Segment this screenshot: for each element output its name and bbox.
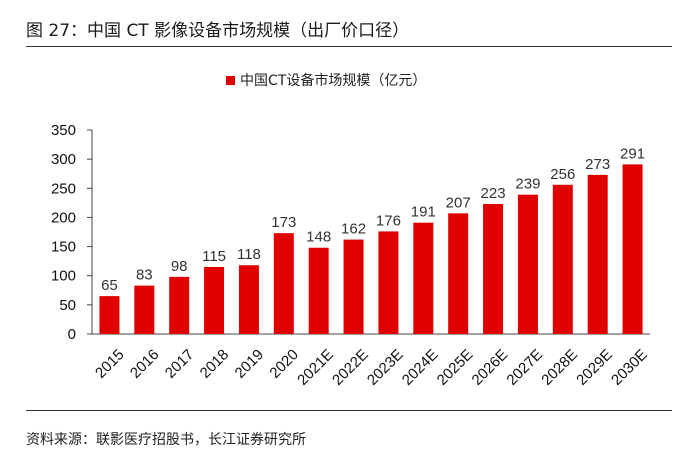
- source-note: 资料来源：联影医疗招股书，长江证券研究所: [26, 432, 306, 448]
- bar: [308, 247, 329, 334]
- figure-title: 图 27：中国 CT 影像设备市场规模（出厂价口径）: [26, 21, 410, 41]
- data-label: 273: [585, 156, 610, 173]
- x-tick-label: 2030E: [608, 346, 651, 389]
- bar: [622, 164, 643, 334]
- y-tick-label: 0: [68, 326, 76, 343]
- bar: [552, 184, 573, 334]
- data-label: 148: [306, 229, 331, 246]
- y-tick-label: 150: [51, 239, 76, 256]
- bar: [238, 265, 259, 334]
- data-label: 162: [341, 221, 366, 238]
- data-label: 223: [481, 185, 506, 202]
- y-tick-label: 350: [51, 122, 76, 139]
- chart-legend: 中国CT设备市场规模（亿元）: [226, 70, 426, 90]
- x-tick-label: 2022E: [329, 346, 372, 389]
- data-label: 115: [202, 248, 226, 265]
- x-tick-label: 2024E: [399, 346, 442, 389]
- x-tick-label: 2026E: [469, 346, 512, 389]
- data-label: 291: [620, 145, 645, 162]
- bar: [378, 231, 399, 334]
- data-label: 65: [101, 277, 118, 294]
- bar: [483, 204, 504, 334]
- x-tick-label: 2027E: [503, 346, 546, 389]
- x-tick-label: 2023E: [364, 346, 407, 389]
- data-label: 191: [411, 204, 436, 221]
- legend-label: 中国CT设备市场规模（亿元）: [240, 73, 427, 89]
- x-tick-label: 2017: [162, 346, 198, 382]
- x-tick-label: 2028E: [538, 346, 581, 389]
- y-tick-label: 250: [51, 180, 76, 197]
- x-tick-label: 2021E: [294, 346, 337, 389]
- data-label: 239: [515, 176, 540, 193]
- data-label: 173: [271, 214, 296, 231]
- data-label: 207: [446, 194, 471, 211]
- bar-chart: 0 50 100 150 200 250 300 350 65 2015 83 2016 98 2017 1…: [51, 122, 651, 389]
- bar: [587, 174, 608, 334]
- data-label: 118: [237, 246, 261, 263]
- x-tick-label: 2018: [197, 346, 233, 382]
- x-tick-label: 2016: [127, 346, 163, 382]
- bar: [134, 285, 155, 334]
- bar: [517, 194, 538, 334]
- y-tick-label: 200: [51, 209, 76, 226]
- y-tick-label: 50: [59, 297, 76, 314]
- bar: [204, 266, 225, 334]
- bar: [169, 276, 190, 334]
- legend-swatch: [226, 75, 235, 85]
- x-tick-label: 2019: [232, 346, 268, 382]
- data-label: 83: [136, 267, 153, 284]
- bar: [99, 296, 120, 334]
- x-tick-label: 2029E: [573, 346, 616, 389]
- bar: [413, 222, 434, 334]
- bar: [448, 213, 469, 334]
- x-tick-label: 2025E: [434, 346, 477, 389]
- bar: [273, 233, 294, 334]
- data-label: 256: [550, 166, 575, 183]
- bar: [343, 239, 364, 334]
- data-label: 176: [376, 212, 401, 229]
- source-divider: [26, 410, 672, 411]
- data-label: 98: [171, 258, 188, 275]
- x-tick-label: 2015: [92, 346, 128, 382]
- y-tick-label: 100: [51, 268, 76, 285]
- title-divider: [26, 46, 672, 47]
- y-tick-label: 300: [51, 151, 76, 168]
